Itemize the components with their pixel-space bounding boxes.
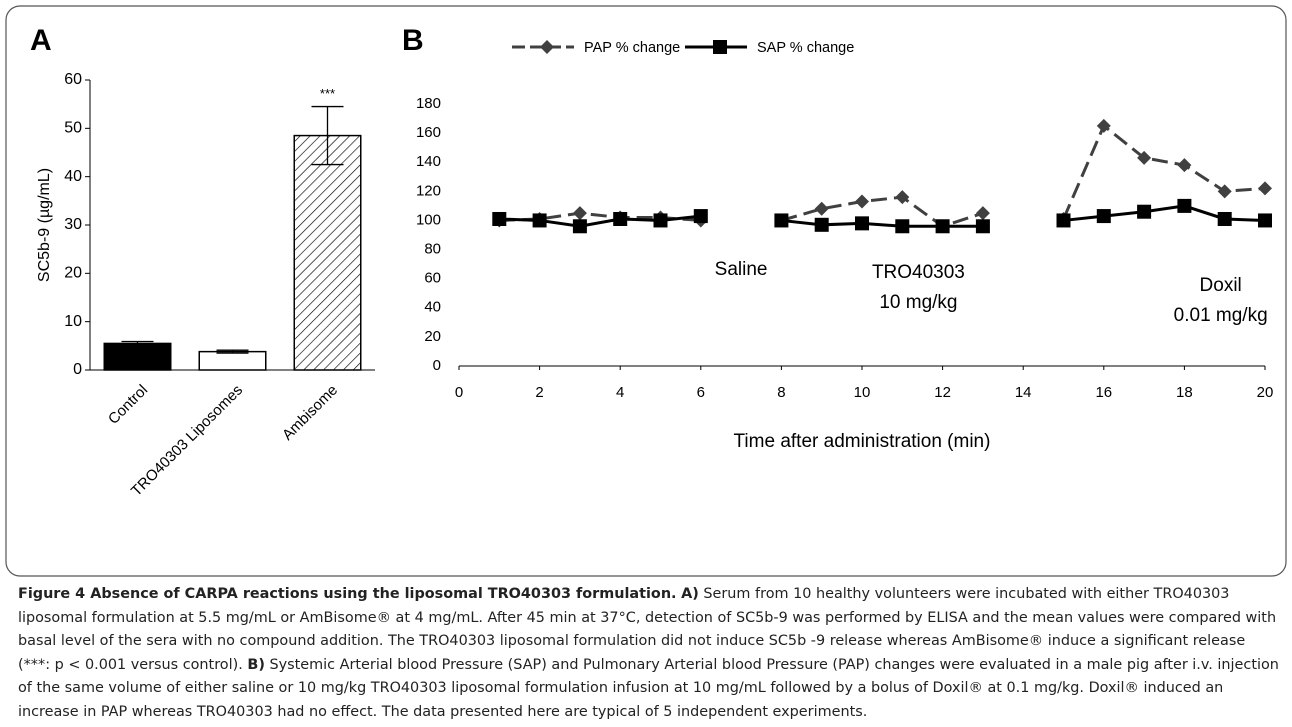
marker	[613, 211, 628, 226]
marker	[572, 206, 587, 221]
marker	[1217, 211, 1232, 226]
caption-text: Serum from 10 healthy volunteers were in…	[18, 586, 1277, 673]
marker	[975, 219, 990, 234]
panel-label: B	[402, 24, 424, 57]
y-tick-label: 180	[416, 95, 441, 112]
x-tick-label: 8	[777, 384, 785, 401]
bar	[198, 350, 267, 371]
marker	[572, 219, 587, 234]
marker	[1137, 204, 1152, 219]
marker	[1217, 184, 1232, 199]
marker	[1096, 118, 1111, 133]
marker	[855, 216, 869, 231]
legend-marker	[713, 40, 727, 54]
y-tick-label: 40	[64, 168, 82, 185]
marker	[492, 211, 507, 226]
x-tick-label: Control	[105, 382, 151, 428]
marker	[1056, 213, 1071, 228]
y-tick-label: 10	[64, 313, 82, 330]
annotation: TRO40303	[872, 262, 965, 283]
marker	[855, 194, 869, 209]
x-tick-label: TRO40303 Liposomes	[128, 382, 246, 500]
y-tick-label: 20	[64, 265, 82, 282]
x-tick-label: 4	[616, 384, 624, 401]
marker	[935, 219, 950, 234]
marker	[975, 206, 990, 221]
marker	[1258, 213, 1272, 228]
annotation: Saline	[715, 259, 768, 280]
annotation: Doxil	[1200, 275, 1242, 296]
y-tick-label: 100	[416, 211, 441, 228]
marker	[693, 209, 708, 224]
y-tick-label: 0	[73, 361, 82, 378]
x-tick-label: 18	[1176, 384, 1193, 401]
x-axis-label: Time after administration (min)	[734, 431, 991, 452]
marker	[1177, 158, 1192, 173]
marker	[814, 217, 829, 232]
x-tick-label: 16	[1095, 384, 1112, 401]
y-axis-label: SC5b-9 (µg/mL)	[36, 168, 53, 282]
significance-label: ***	[320, 86, 335, 101]
y-tick-label: 40	[424, 299, 441, 316]
figure-border	[5, 5, 1287, 577]
x-tick-label: Ambisome	[279, 382, 341, 444]
x-tick-label: 2	[535, 384, 543, 401]
x-tick-label: 0	[455, 384, 463, 401]
x-tick-label: 14	[1015, 384, 1032, 401]
marker	[1258, 181, 1272, 196]
y-tick-label: 160	[416, 124, 441, 141]
panel-label: A	[30, 24, 52, 57]
y-tick-label: 120	[416, 182, 441, 199]
marker	[895, 190, 910, 205]
marker	[1137, 150, 1152, 165]
legend-marker	[540, 40, 554, 54]
marker	[895, 219, 910, 234]
marker	[653, 213, 668, 228]
caption-text: Systemic Arterial blood Pressure (SAP) a…	[18, 656, 1279, 720]
bar	[103, 342, 172, 371]
marker	[1096, 209, 1111, 224]
annotation: 0.01 mg/kg	[1174, 305, 1268, 326]
marker	[532, 213, 547, 228]
caption-label: A)	[681, 586, 699, 602]
y-tick-label: 30	[64, 216, 82, 233]
legend-label: SAP % change	[757, 40, 854, 56]
x-tick-label: 12	[934, 384, 951, 401]
y-tick-label: 140	[416, 153, 441, 170]
x-tick-label: 20	[1257, 384, 1274, 401]
caption: Figure 4 Absence of CARPA reactions usin…	[18, 583, 1280, 724]
x-tick-label: 6	[697, 384, 705, 401]
legend-label: PAP % change	[584, 40, 680, 56]
bar	[293, 134, 362, 371]
y-tick-label: 0	[433, 357, 441, 374]
y-tick-label: 80	[424, 241, 441, 258]
y-tick-label: 20	[424, 328, 441, 345]
x-tick-label: 10	[854, 384, 871, 401]
caption-label: B)	[247, 656, 265, 673]
marker	[814, 201, 829, 216]
caption-title: Figure 4 Absence of CARPA reactions usin…	[18, 586, 677, 602]
y-tick-label: 60	[64, 71, 82, 88]
marker	[774, 213, 789, 228]
y-tick-label: 60	[424, 270, 441, 287]
annotation: 10 mg/kg	[879, 292, 957, 313]
marker	[1177, 198, 1192, 213]
y-tick-label: 50	[64, 120, 82, 137]
